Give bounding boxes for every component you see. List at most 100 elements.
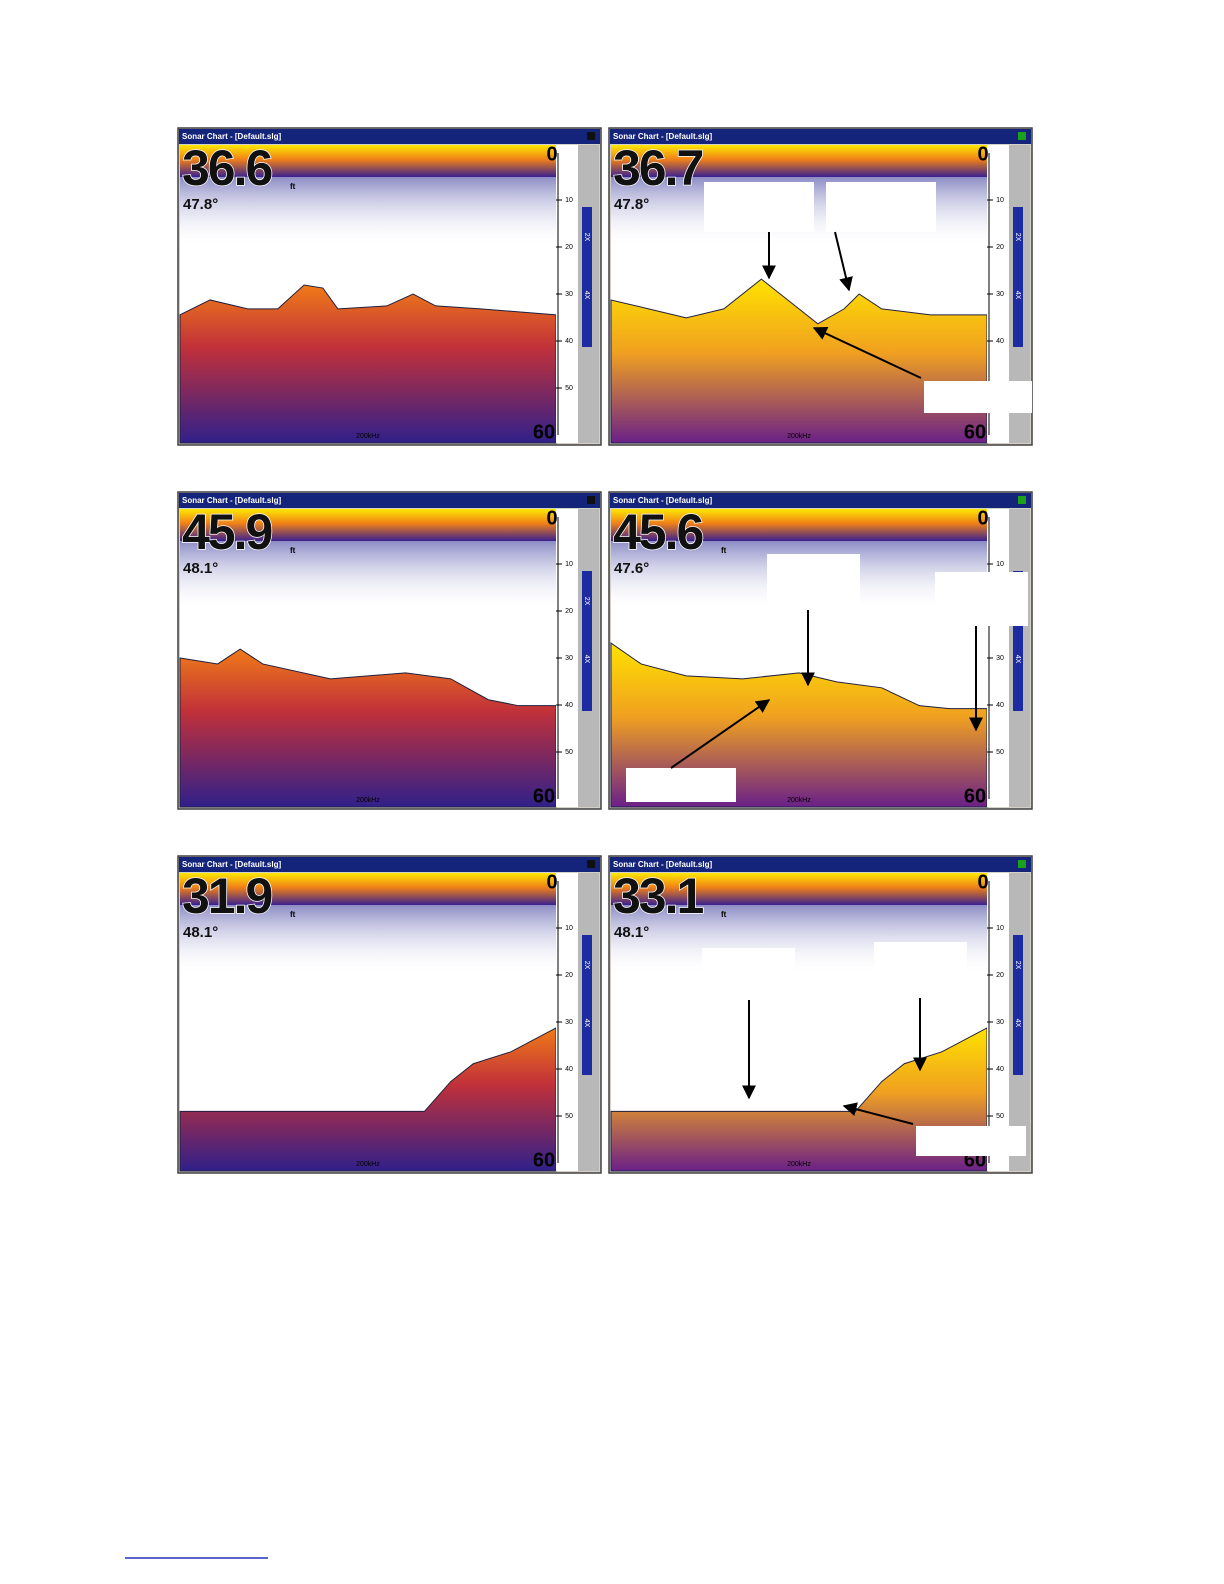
scale-top: 0 [546,871,557,893]
scale-tick-label: 20 [565,244,573,251]
sonar-screenshot: Sonar Chart - [Default.slg]1020304050060… [177,855,602,1174]
zoom-label: 2X [1014,961,1021,970]
zoom-strip [582,935,592,1075]
depth-unit: ft [290,546,296,555]
surface-clutter [180,509,556,541]
status-indicator [587,860,595,868]
zoom-strip [1013,571,1023,711]
callout-box [924,381,1032,413]
sonar-screenshot: Sonar Chart - [Default.slg]1020304050060… [177,491,602,810]
scale-tick-label: 50 [565,749,573,756]
sonar-screenshot: Sonar Chart - [Default.slg]1020304050060… [608,491,1033,810]
surface-clutter [611,145,987,177]
scale-tick-label: 30 [996,655,1004,662]
status-indicator [587,132,595,140]
scale-tick-label: 10 [565,561,573,568]
window-title: Sonar Chart - [Default.slg] [182,132,281,141]
callout-box [767,554,860,610]
callout-arrow [812,326,922,379]
water-noise [180,177,556,247]
callout-arrow [670,699,771,769]
depth-scale [987,873,1009,1171]
scale-top: 0 [546,143,557,165]
scale-tick-label: 40 [996,338,1004,345]
scale-tick-label: 10 [565,197,573,204]
window-title: Sonar Chart - [Default.slg] [182,860,281,869]
scale-tick-label: 20 [996,244,1004,251]
depth-readout: 36.6 [182,140,272,196]
depth-readout: 45.9 [182,504,272,560]
zoom-label: 2X [583,233,590,242]
scale-top: 0 [977,507,988,529]
scale-tick-label: 50 [996,1113,1004,1120]
callout-box [826,182,936,232]
zoom-label: 4X [583,291,590,300]
window-title: Sonar Chart - [Default.slg] [613,860,712,869]
scale-bottom: 60 [533,1149,555,1171]
scale-tick-label: 40 [996,702,1004,709]
scale-tick-label: 10 [565,925,573,932]
depth-readout: 45.6 [613,504,703,560]
sonar-screenshot: Sonar Chart - [Default.slg]1020304050060… [608,855,1033,1174]
frequency-label: 200kHz [787,797,811,804]
depth-scale [556,873,578,1171]
scale-bottom: 60 [533,785,555,807]
frequency-label: 200kHz [356,433,380,440]
scale-tick-label: 30 [996,1019,1004,1026]
zoom-label: 2X [583,961,590,970]
depth-scale [556,145,578,443]
depth-readout: 33.1 [613,868,704,924]
callout-box [916,1126,1026,1156]
scale-bottom: 60 [533,421,555,443]
scale-tick-label: 40 [565,702,573,709]
scale-tick-label: 30 [565,655,573,662]
scale-tick-label: 20 [565,972,573,979]
frequency-label: 200kHz [356,797,380,804]
zoom-strip [1013,935,1023,1075]
zoom-label: 4X [583,655,590,664]
sonar-screenshot: Sonar Chart - [Default.slg] 10 20 30 40 50 0 60… [177,127,602,446]
frequency-label: 200kHz [787,433,811,440]
depth-scale [987,145,1009,443]
scale-tick-label: 40 [565,338,573,345]
callout-box [704,182,814,232]
callout-box [626,768,736,802]
scale-tick-label: 50 [996,749,1004,756]
temperature-readout: 48.1° [183,560,218,577]
scale-tick-label: 40 [565,1066,573,1073]
scale-tick-label: 10 [996,925,1004,932]
scale-top: 0 [977,143,988,165]
zoom-strip [1013,207,1023,347]
water-noise [180,541,556,611]
scale-top: 0 [977,871,988,893]
zoom-label: 2X [1014,233,1021,242]
temperature-readout: 48.1° [183,924,218,941]
surface-clutter [180,873,556,905]
callout-arrow [834,231,853,292]
surface-clutter [180,145,556,177]
temperature-readout: 47.8° [614,196,649,213]
depth-unit: ft [290,182,296,191]
zoom-label: 4X [1014,655,1021,664]
status-indicator [1018,132,1026,140]
scale-tick-label: 30 [565,1019,573,1026]
depth-readout: 36.7 [613,140,703,196]
callout-box [702,948,795,1000]
depth-unit: ft [721,910,727,919]
bottom-echo [179,284,557,444]
scale-bottom: 60 [964,421,986,443]
scale-tick-label: 30 [565,291,573,298]
scale-tick-label: 40 [996,1066,1004,1073]
callout-box [874,942,967,998]
scale-tick-label: 20 [565,608,573,615]
title-bar [610,493,1031,508]
depth-readout: 31.9 [182,868,272,924]
callout-arrow [842,1102,914,1125]
scale-tick-label: 50 [565,385,573,392]
zoom-label: 4X [1014,291,1021,300]
zoom-strip [582,207,592,347]
depth-unit: ft [290,910,296,919]
scale-tick-label: 30 [996,291,1004,298]
window-title: Sonar Chart - [Default.slg] [613,496,712,505]
